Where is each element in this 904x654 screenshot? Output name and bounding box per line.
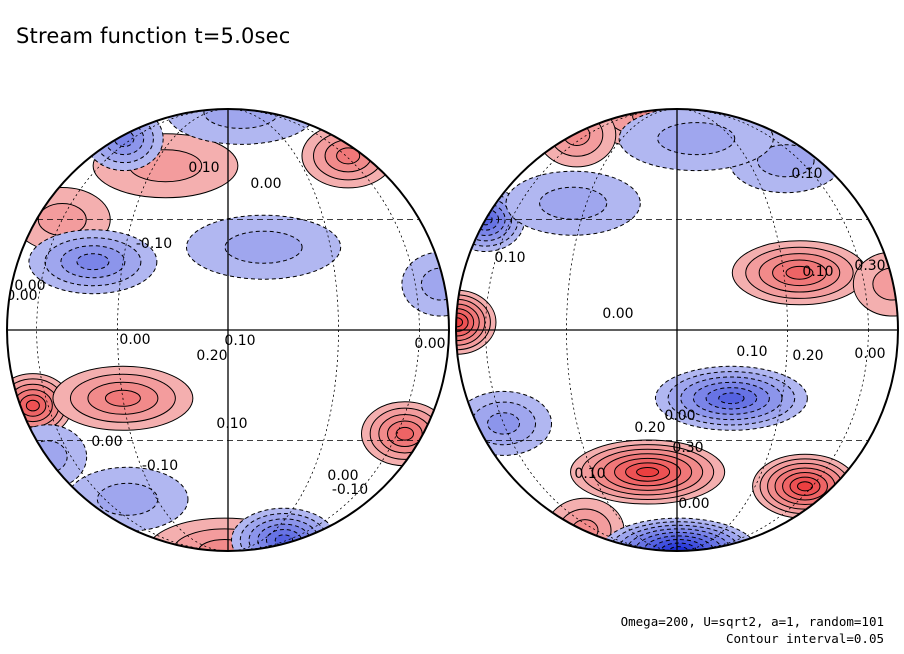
contour-ring <box>76 253 110 271</box>
contour-ring <box>757 144 815 178</box>
contour-label: 0.00 <box>250 176 281 192</box>
contour-label: 0.00 <box>602 306 633 322</box>
contour-label: -0.10 <box>136 236 172 252</box>
contour-ring <box>395 426 415 441</box>
contour-ring <box>25 399 40 412</box>
left-outline <box>6 108 450 552</box>
field-blob-negative <box>618 109 774 172</box>
contour-ring <box>563 123 591 147</box>
contour-label: 0.00 <box>91 434 122 450</box>
contour-label: 0.00 <box>14 278 45 294</box>
field-blob-positive <box>731 240 868 306</box>
field-blob-negative <box>84 109 164 172</box>
field-blob-positive <box>301 123 395 189</box>
contour-label: 0.10 <box>736 344 767 360</box>
contour-ring <box>636 466 660 478</box>
contour-label: -0.10 <box>332 482 368 498</box>
field-blob-negative <box>231 507 337 551</box>
contour-ring <box>657 122 736 156</box>
meridian-line <box>566 109 788 551</box>
contour-ring <box>224 230 303 264</box>
field-blob-positive <box>570 439 726 505</box>
contour-ring <box>539 186 608 220</box>
contour-label: 0.00 <box>414 336 445 352</box>
meridian-line <box>117 109 339 551</box>
contour-label: 0.30 <box>672 440 703 456</box>
parameters-note: Omega=200, U=sqrt2, a=1, random=101 <box>620 614 884 629</box>
meridian-line <box>36 109 420 551</box>
field-blob-negative <box>185 214 342 280</box>
contour-label: 0.00 <box>678 496 709 512</box>
contour-label: 0.10 <box>216 416 247 432</box>
contour-ring <box>96 482 159 516</box>
field-blob-negative <box>401 251 449 317</box>
contour-label: 0.00 <box>854 346 885 362</box>
contour-ring <box>336 147 361 165</box>
right-hemisphere: 0.100.100.000.100.000.10 0.20 0.000.300.20… <box>455 108 899 552</box>
contour-label: 0.00 <box>327 468 358 484</box>
contour-ring <box>797 481 813 492</box>
contour-interval-note: Contour interval=0.05 <box>725 631 884 646</box>
contour-label: 0.10 <box>188 160 219 176</box>
field-blob-positive <box>752 453 858 519</box>
contour-label: 0.10 <box>494 250 525 266</box>
field-blob-negative <box>456 390 553 456</box>
contour-label: 0.20 <box>792 348 823 364</box>
field-blob-positive <box>537 109 617 168</box>
contour-label: 0.10 <box>224 333 255 349</box>
field-blob-negative <box>28 229 158 295</box>
left-hemisphere: 0.100.00-0.100.000.000.200.100.100.000.0… <box>6 108 450 552</box>
contour-ring <box>785 265 814 280</box>
contour-label: 0.10 <box>574 466 605 482</box>
chart-title: Stream function t=5.0sec <box>16 24 291 48</box>
meridian-line <box>485 109 869 551</box>
contour-label: 0.20 <box>196 348 227 364</box>
contour-label: 0.00 <box>6 288 37 304</box>
contour-label: 0.00 <box>119 332 150 348</box>
contour-label: 0.20 <box>634 420 665 436</box>
contour-ring <box>487 412 521 435</box>
contour-ring <box>420 267 449 301</box>
contour-label: 0.30 <box>854 258 885 274</box>
field-blob-negative <box>505 170 641 236</box>
contour-ring <box>718 392 745 405</box>
contour-label: 0.10 <box>791 166 822 182</box>
contour-label: 0.10 <box>802 264 833 280</box>
contour-label: -0.10 <box>142 458 178 474</box>
field-blob-positive <box>360 401 449 467</box>
right-outline <box>455 108 899 552</box>
contour-label: 0.00 <box>664 408 695 424</box>
field-blob-negative <box>654 365 808 431</box>
